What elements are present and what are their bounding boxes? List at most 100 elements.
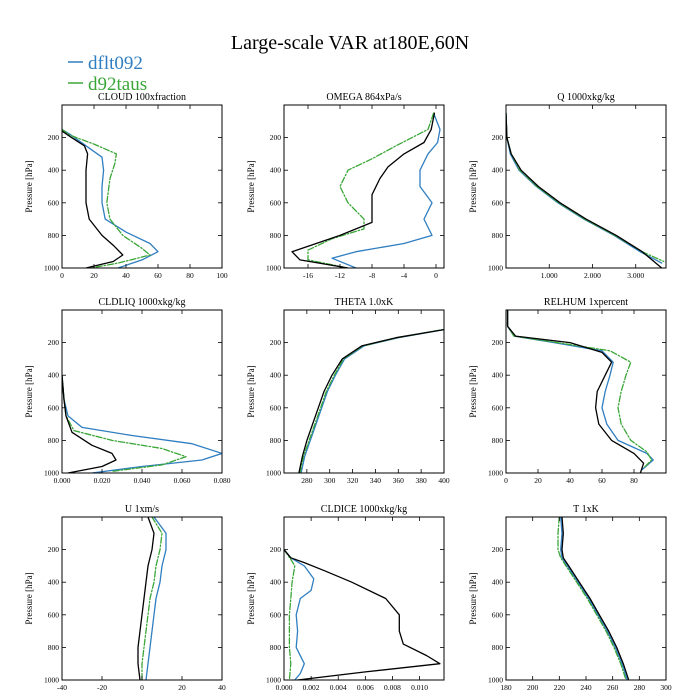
y-tick-label: 200 [270,133,282,142]
x-tick-label: -8 [369,271,375,280]
x-tick-label: 240 [580,683,592,692]
x-tick-label: 100 [216,271,228,280]
y-tick-label: 1000 [488,469,503,478]
y-tick-label: 600 [492,403,504,412]
series-line-d92taus [506,310,653,469]
y-axis-label: Pressure [hPa] [246,365,256,417]
panel-3: CLDLIQ 1000xkg/kg Pressure [hPa] 0.000 0.02… [24,297,231,485]
y-axis-label: Pressure [hPa] [24,160,34,212]
x-tick-label: 40 [218,683,226,692]
x-tick-label: 0.010 [411,683,428,692]
series-line-d92taus [141,517,163,680]
x-tick-label: -40 [57,683,67,692]
x-tick-label: 1.000 [541,271,558,280]
series-line-d92taus [62,128,151,268]
series-line-d92taus [307,112,435,268]
y-tick-label: 600 [492,610,504,619]
y-tick-label: 200 [48,133,60,142]
legend-label-dflt092: dflt092 [88,53,143,74]
y-tick-label: 800 [270,643,282,652]
panel-title: CLOUD 100xfraction [98,92,186,103]
plot-frame [505,104,667,269]
panel-title: T 1xK [573,504,599,515]
x-tick-label: 300 [660,683,672,692]
x-tick-label: 0.008 [384,683,401,692]
panel-5: RELHUM 1xpercent Pressure [hPa] 0 20 40 60 80 2… [468,297,667,485]
x-tick-label: 300 [324,476,336,485]
y-axis-label: Pressure [hPa] [246,572,256,624]
panel-title: Q 1000xkg/kg [557,92,615,103]
y-tick-label: 1000 [266,676,281,685]
y-tick-label: 400 [492,371,504,380]
y-tick-label: 400 [270,578,282,587]
series-line-control [506,112,663,268]
x-tick-label: 260 [607,683,619,692]
plot-frame [283,516,445,681]
y-tick-label: 200 [492,338,504,347]
y-axis-label: Pressure [hPa] [468,572,478,624]
x-tick-label: 0.060 [174,476,191,485]
y-tick-label: 200 [48,545,60,554]
y-tick-label: 400 [492,578,504,587]
x-tick-label: 0 [140,683,144,692]
y-tick-label: 200 [492,133,504,142]
series-line-d92taus [62,374,187,473]
x-tick-label: 3.000 [627,271,644,280]
panel-0: CLOUD 100xfraction Pressure [hPa] 0 20 40 60 8… [24,92,228,280]
plot-frame [61,104,223,269]
y-tick-label: 600 [48,610,60,619]
y-tick-label: 600 [48,403,60,412]
panel-7: CLDICE 1000xkg/kg Pressure [hPa] 0.000 0.00… [246,504,445,692]
series-line-dflt092 [560,517,628,680]
y-axis-label: Pressure [hPa] [468,160,478,212]
y-tick-label: 400 [492,166,504,175]
series-line-control [561,517,630,680]
series-line-control [62,130,124,268]
y-tick-label: 1000 [44,469,59,478]
y-tick-label: 200 [270,545,282,554]
legend: dflt092 d92taus [68,53,147,95]
x-tick-label: 320 [347,476,359,485]
y-tick-label: 600 [270,198,282,207]
x-tick-label: 80 [186,271,194,280]
plot-frame [505,516,667,681]
x-tick-label: 0.080 [214,476,231,485]
panel-grid: CLOUD 100xfraction Pressure [hPa] 0 20 40 60 8… [24,92,672,692]
series-line-d92taus [284,548,296,680]
x-tick-label: 0.000 [276,683,293,692]
y-tick-label: 1000 [266,469,281,478]
series-line-control [291,112,436,268]
x-tick-label: 0.004 [330,683,347,692]
y-tick-label: 1000 [488,676,503,685]
panel-title: CLDICE 1000xkg/kg [321,504,407,515]
x-tick-label: 0 [60,271,64,280]
x-tick-label: 380 [416,476,428,485]
y-tick-label: 200 [48,338,60,347]
panel-1: OMEGA 864xPa/s Pressure [hPa] -16 -12 -8 -4 0 2… [246,92,445,280]
y-tick-label: 600 [492,198,504,207]
x-tick-label: 280 [634,683,646,692]
y-tick-label: 1000 [266,264,281,273]
y-axis-label: Pressure [hPa] [24,572,34,624]
y-tick-label: 800 [270,436,282,445]
panel-title: THETA 1.0xK [335,297,394,308]
y-axis-label: Pressure [hPa] [24,365,34,417]
x-tick-label: 340 [370,476,382,485]
series-line-dflt092 [62,374,222,473]
panel-title: U 1xm/s [125,504,159,515]
x-tick-label: 400 [438,476,450,485]
x-tick-label: 40 [566,476,574,485]
plot-frame [283,104,445,269]
series-line-d92taus [299,328,444,473]
x-tick-label: 60 [598,476,606,485]
x-tick-label: 2.000 [584,271,601,280]
y-tick-label: 600 [48,198,60,207]
panel-8: T 1xK Pressure [hPa] 180 200 220 240 260 280 300… [468,504,672,692]
series-line-control [298,328,444,473]
y-axis-label: Pressure [hPa] [468,365,478,417]
series-line-control [506,310,645,473]
x-tick-label: 80 [630,476,638,485]
x-tick-label: 20 [534,476,542,485]
y-tick-label: 400 [270,166,282,175]
x-tick-label: 280 [301,476,313,485]
